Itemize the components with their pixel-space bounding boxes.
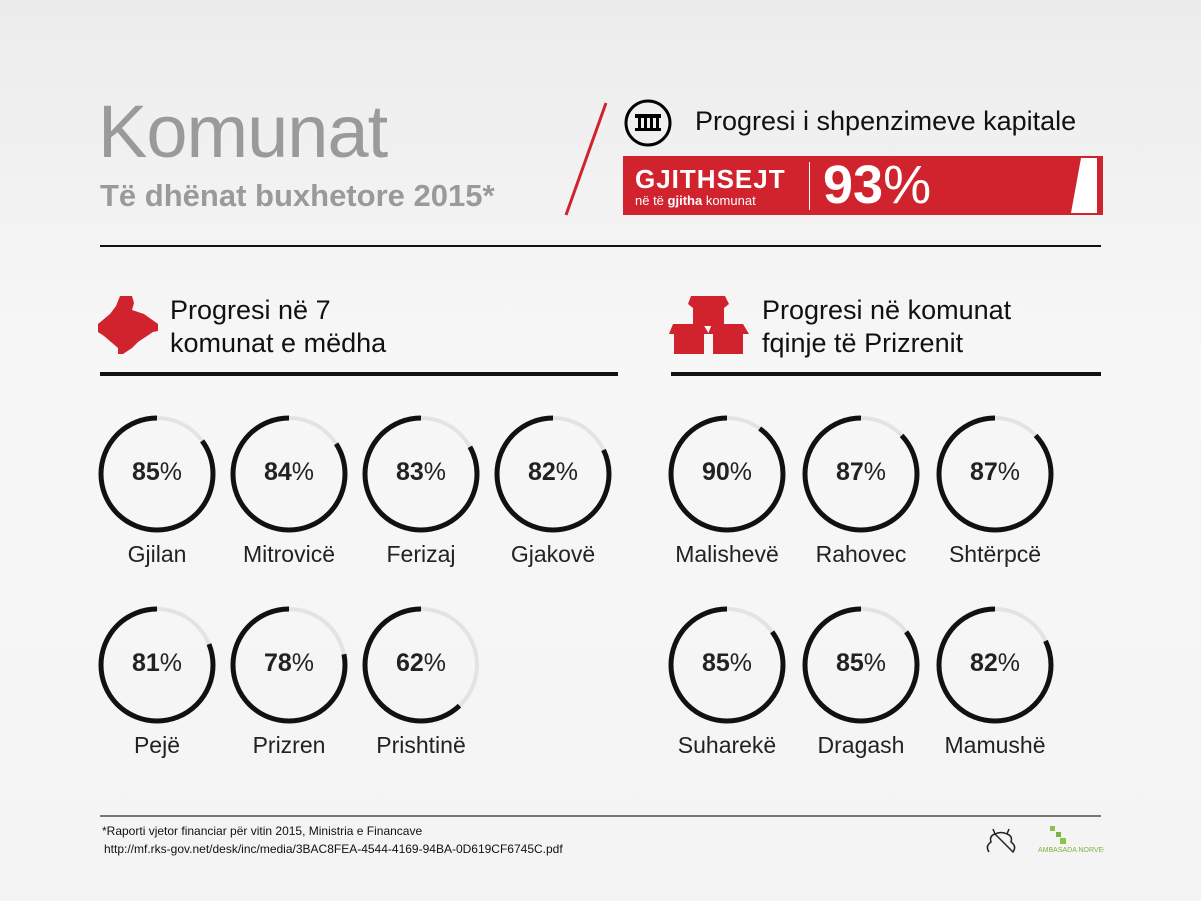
municipality-name: Prishtinë <box>376 732 466 758</box>
total-banner: GJITHSEJT në të gjitha komunat 93% <box>623 156 1103 215</box>
municipality-name: Prizren <box>252 732 326 758</box>
ring-chart <box>98 606 216 724</box>
total-label: GJITHSEJT <box>635 164 786 194</box>
ring-value-arc <box>230 415 348 533</box>
left-section-title: Progresi në 7 komunat e mëdha <box>170 295 387 358</box>
ring-value-arc <box>98 606 216 724</box>
ring-value-arc <box>362 606 480 724</box>
ring-value-label: 85% <box>835 649 887 677</box>
municipality-name: Malishevë <box>675 541 779 567</box>
ring-value-arc <box>494 415 612 533</box>
ring-value-arc <box>668 606 786 724</box>
ring-chart <box>494 415 612 533</box>
ring-value-label: 78% <box>263 649 315 677</box>
ring-value-arc <box>98 415 216 533</box>
municipality-name: Suharekë <box>677 732 777 758</box>
ring-value-label: 87% <box>969 458 1021 486</box>
ring-value-arc <box>802 415 920 533</box>
ring-chart <box>362 415 480 533</box>
header-divider <box>100 245 1101 247</box>
ring-value-label: 82% <box>969 649 1021 677</box>
ring-chart <box>936 606 1054 724</box>
ring-value-arc <box>668 415 786 533</box>
municipality-name: Rahovec <box>815 541 907 567</box>
municipality-name: Gjakovë <box>510 541 596 567</box>
municipality-name: Mitrovicë <box>242 541 335 567</box>
municipality-name: Gjilan <box>127 541 187 567</box>
ring-chart <box>362 606 480 724</box>
ring-value-label: 84% <box>263 458 315 486</box>
total-value: 93% <box>823 155 932 215</box>
ring-value-label: 62% <box>395 649 447 677</box>
right-section-divider <box>671 372 1101 376</box>
ring-value-label: 81% <box>131 649 183 677</box>
ring-value-label: 90% <box>701 458 753 486</box>
page-subtitle: Të dhënat buxhetore 2015* <box>100 178 495 213</box>
ring-value-arc <box>362 415 480 533</box>
ring-value-arc <box>802 606 920 724</box>
footer-divider <box>100 815 1101 817</box>
ring-chart <box>230 415 348 533</box>
right-section-title: Progresi në komunat fqinje të Prizrenit <box>762 295 1012 358</box>
norway-logo: AMBASADA NORVEGJISË <box>1038 826 1104 854</box>
capital-title: Progresi i shpenzimeve kapitale <box>695 106 1077 136</box>
total-sublabel: në të gjitha komunat <box>635 193 756 208</box>
ring-value-label: 83% <box>395 458 447 486</box>
ring-chart <box>668 415 786 533</box>
municipality-name: Shtërpcë <box>948 541 1042 567</box>
footnote: *Raporti vjetor financiar për vitin 2015… <box>102 824 563 856</box>
ring-value-arc <box>230 606 348 724</box>
ring-value-label: 85% <box>701 649 753 677</box>
ring-chart <box>230 606 348 724</box>
ring-chart <box>802 415 920 533</box>
ring-chart <box>668 606 786 724</box>
municipality-name: Dragash <box>817 732 905 758</box>
cat-logo <box>986 828 1016 854</box>
ring-value-label: 87% <box>835 458 887 486</box>
municipality-name: Ferizaj <box>386 541 456 567</box>
municipality-name: Mamushë <box>944 732 1046 758</box>
ring-chart <box>802 606 920 724</box>
municipality-name: Pejë <box>133 732 181 758</box>
houses-icon <box>669 296 749 354</box>
ring-value-arc <box>936 415 1054 533</box>
ring-chart <box>98 415 216 533</box>
left-section-divider <box>100 372 618 376</box>
institution-icon <box>624 99 672 147</box>
ring-value-label: 82% <box>527 458 579 486</box>
ring-value-arc <box>936 606 1054 724</box>
svg-text:AMBASADA NORVEGJISË: AMBASADA NORVEGJISË <box>1038 846 1104 854</box>
ring-chart <box>936 415 1054 533</box>
page-title: Komunat <box>98 90 388 173</box>
ring-value-label: 85% <box>131 458 183 486</box>
divider-slash <box>564 102 608 216</box>
kosovo-map-icon <box>98 296 158 354</box>
